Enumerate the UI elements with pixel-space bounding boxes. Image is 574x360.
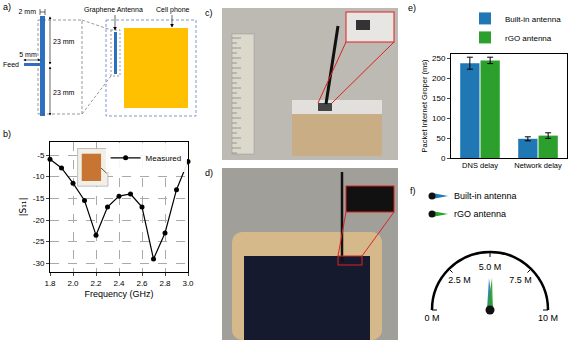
svg-text:2.5 M: 2.5 M bbox=[448, 275, 471, 285]
svg-text:b): b) bbox=[3, 129, 11, 139]
svg-text:f): f) bbox=[410, 186, 416, 196]
svg-text:7.5 M: 7.5 M bbox=[509, 275, 532, 285]
svg-text:1.8: 1.8 bbox=[44, 279, 56, 288]
svg-text:Cell phone: Cell phone bbox=[156, 6, 190, 14]
svg-text:2.6: 2.6 bbox=[136, 279, 148, 288]
svg-text:100: 100 bbox=[432, 114, 446, 123]
svg-text:2.0: 2.0 bbox=[67, 279, 79, 288]
svg-text:200: 200 bbox=[432, 74, 446, 83]
svg-text:2.4: 2.4 bbox=[113, 279, 125, 288]
svg-text:3.0: 3.0 bbox=[182, 279, 194, 288]
svg-text:50: 50 bbox=[436, 134, 445, 143]
svg-text:2 mm: 2 mm bbox=[19, 8, 37, 15]
svg-text:2.2: 2.2 bbox=[90, 279, 102, 288]
svg-text:d): d) bbox=[205, 168, 213, 178]
svg-text:a): a) bbox=[3, 2, 11, 12]
svg-text:5 mm: 5 mm bbox=[19, 51, 37, 58]
svg-text:Network delay: Network delay bbox=[514, 161, 562, 170]
svg-text:5.0 M: 5.0 M bbox=[479, 262, 502, 272]
svg-text:-25: -25 bbox=[33, 237, 45, 246]
svg-text:Built-in antenna: Built-in antenna bbox=[454, 191, 517, 201]
svg-text:e): e) bbox=[408, 3, 416, 13]
svg-text:150: 150 bbox=[432, 94, 446, 103]
svg-text:Measured: Measured bbox=[146, 154, 182, 163]
svg-text:Built-in antenna: Built-in antenna bbox=[505, 15, 561, 24]
svg-text:|S₁₁|: |S₁₁| bbox=[18, 198, 28, 217]
svg-text:10 M: 10 M bbox=[538, 313, 558, 323]
svg-text:rGO antenna: rGO antenna bbox=[505, 34, 552, 43]
svg-text:23 mm: 23 mm bbox=[53, 38, 75, 45]
svg-text:rGO antenna: rGO antenna bbox=[454, 209, 506, 219]
svg-text:Packet Internet Groper (ms): Packet Internet Groper (ms) bbox=[420, 59, 429, 152]
svg-text:DNS delay: DNS delay bbox=[462, 161, 498, 170]
svg-text:250: 250 bbox=[432, 54, 446, 63]
svg-text:23 mm: 23 mm bbox=[53, 89, 75, 96]
svg-text:2.8: 2.8 bbox=[159, 279, 171, 288]
svg-text:0 M: 0 M bbox=[424, 313, 439, 323]
svg-text:-15: -15 bbox=[33, 194, 45, 203]
svg-text:Feed: Feed bbox=[3, 61, 19, 68]
svg-text:-20: -20 bbox=[33, 216, 45, 225]
svg-text:Frequency (GHz): Frequency (GHz) bbox=[84, 289, 153, 299]
svg-text:-10: -10 bbox=[33, 172, 45, 181]
svg-text:0: 0 bbox=[441, 154, 446, 163]
svg-text:-30: -30 bbox=[33, 259, 45, 268]
svg-text:c): c) bbox=[205, 8, 213, 18]
svg-text:Graphene Antenna: Graphene Antenna bbox=[84, 6, 143, 14]
svg-text:-5: -5 bbox=[37, 151, 45, 160]
